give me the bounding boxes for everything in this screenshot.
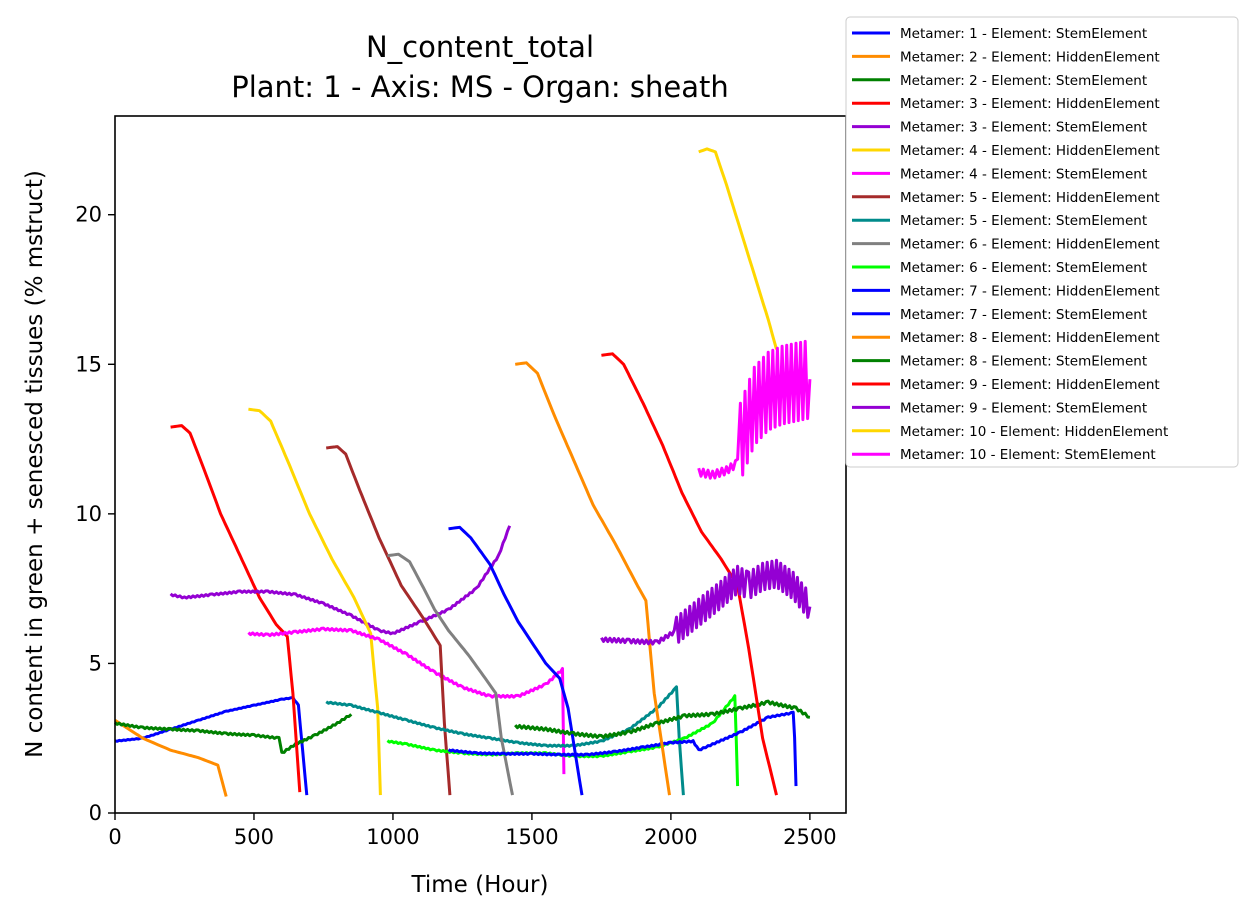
- legend-item: Metamer: 7 - Element: StemElement: [852, 307, 1147, 323]
- legend-label: Metamer: 3 - Element: HiddenElement: [900, 96, 1160, 112]
- legend-label: Metamer: 5 - Element: StemElement: [900, 213, 1147, 229]
- legend-item: Metamer: 9 - Element: StemElement: [852, 400, 1147, 416]
- legend-item: Metamer: 8 - Element: HiddenElement: [852, 330, 1160, 346]
- series-line-3: [113, 713, 353, 754]
- series-line-16: [601, 352, 778, 796]
- legend-item: Metamer: 5 - Element: HiddenElement: [852, 190, 1160, 206]
- legend-label: Metamer: 3 - Element: StemElement: [900, 120, 1147, 136]
- legend-item: Metamer: 6 - Element: HiddenElement: [852, 237, 1160, 253]
- x-tick-label: 0: [108, 825, 121, 849]
- legend-label: Metamer: 1 - Element: StemElement: [900, 26, 1147, 42]
- series-line-2: [114, 719, 228, 797]
- series-line-18: [698, 147, 778, 350]
- legend-item: Metamer: 7 - Element: HiddenElement: [852, 283, 1160, 299]
- legend-label: Metamer: 9 - Element: HiddenElement: [900, 377, 1160, 393]
- x-tick-label: 2500: [783, 825, 836, 849]
- series-line-19: [697, 339, 812, 480]
- legend-label: Metamer: 4 - Element: StemElement: [900, 166, 1147, 182]
- x-tick-label: 2000: [644, 825, 697, 849]
- x-tick-label: 1500: [505, 825, 558, 849]
- legend-label: Metamer: 4 - Element: HiddenElement: [900, 143, 1160, 159]
- legend-item: Metamer: 2 - Element: StemElement: [852, 73, 1147, 89]
- series-line-12: [448, 525, 584, 796]
- legend-label: Metamer: 9 - Element: StemElement: [900, 400, 1147, 416]
- legend-items: Metamer: 1 - Element: StemElement Metamer…: [852, 26, 1168, 463]
- legend-label: Metamer: 2 - Element: StemElement: [900, 73, 1147, 89]
- legend-label: Metamer: 10 - Element: StemElement: [900, 447, 1156, 463]
- y-tick-label: 5: [89, 651, 102, 675]
- series-line-10: [387, 552, 514, 796]
- x-tick-label: 500: [234, 825, 274, 849]
- series-line-8: [326, 445, 452, 796]
- legend-item: Metamer: 8 - Element: StemElement: [852, 354, 1147, 370]
- legend-item: Metamer: 4 - Element: HiddenElement: [852, 143, 1160, 159]
- series-line-6: [248, 407, 382, 796]
- legend-label: Metamer: 7 - Element: HiddenElement: [900, 283, 1160, 299]
- legend-label: Metamer: 6 - Element: HiddenElement: [900, 237, 1160, 253]
- series-line-5: [169, 525, 512, 636]
- series-line-7: [247, 626, 566, 775]
- series-line-15: [514, 699, 811, 740]
- legend-label: Metamer: 10 - Element: HiddenElement: [900, 424, 1168, 440]
- legend-label: Metamer: 8 - Element: HiddenElement: [900, 330, 1160, 346]
- series-line-13: [447, 710, 798, 787]
- legend-item: Metamer: 3 - Element: HiddenElement: [852, 96, 1160, 112]
- y-axis-label: N content in green + senesced tissues (%…: [22, 170, 48, 758]
- legend-item: Metamer: 6 - Element: StemElement: [852, 260, 1147, 276]
- legend-label: Metamer: 6 - Element: StemElement: [900, 260, 1147, 276]
- x-tick-label: 1000: [366, 825, 419, 849]
- series-line-1: [114, 696, 309, 796]
- legend-item: Metamer: 1 - Element: StemElement: [852, 26, 1147, 42]
- x-axis-ticks: 0 500 1000 1500 2000 2500: [108, 813, 837, 849]
- series-line-14: [515, 361, 671, 796]
- legend-item: Metamer: 10 - Element: StemElement: [852, 447, 1156, 463]
- series-line-4: [170, 424, 302, 793]
- series-line-17: [600, 558, 812, 646]
- legend: Metamer: 1 - Element: StemElement Metamer…: [845, 16, 1239, 468]
- legend-label: Metamer: 8 - Element: StemElement: [900, 354, 1147, 370]
- legend-label: Metamer: 5 - Element: HiddenElement: [900, 190, 1160, 206]
- y-axis-ticks: 0 5 10 15 20: [75, 203, 115, 825]
- y-tick-label: 20: [75, 203, 102, 227]
- y-tick-label: 15: [75, 352, 102, 376]
- chart-title: N_content_total: [366, 30, 594, 64]
- plot-lines: [113, 147, 812, 797]
- y-tick-label: 10: [75, 502, 102, 526]
- x-axis-label: Time (Hour): [411, 872, 549, 898]
- legend-box: [845, 16, 1239, 468]
- legend-label: Metamer: 2 - Element: HiddenElement: [900, 49, 1160, 65]
- legend-item: Metamer: 5 - Element: StemElement: [852, 213, 1147, 229]
- legend-item: Metamer: 4 - Element: StemElement: [852, 166, 1147, 182]
- legend-item: Metamer: 3 - Element: StemElement: [852, 120, 1147, 136]
- legend-label: Metamer: 7 - Element: StemElement: [900, 307, 1147, 323]
- legend-item: Metamer: 9 - Element: HiddenElement: [852, 377, 1160, 393]
- y-tick-label: 0: [89, 801, 102, 825]
- legend-item: Metamer: 10 - Element: HiddenElement: [852, 424, 1168, 440]
- chart-subtitle: Plant: 1 - Axis: MS - Organ: sheath: [231, 70, 729, 104]
- legend-item: Metamer: 2 - Element: HiddenElement: [852, 49, 1160, 65]
